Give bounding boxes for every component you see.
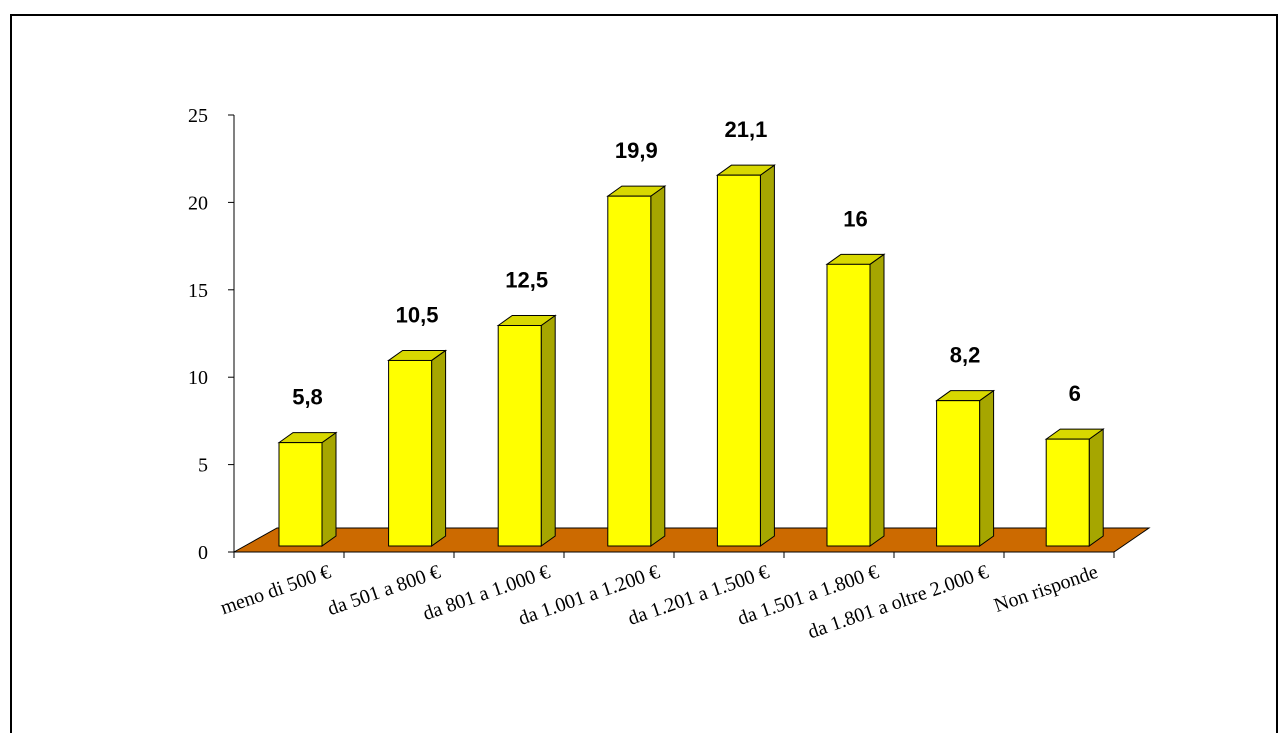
- bar-side: [540, 314, 556, 547]
- bar: [935, 389, 996, 547]
- y-tick-label: 10: [188, 367, 208, 389]
- data-label: 21,1: [724, 117, 767, 142]
- y-tick-label: 15: [188, 280, 208, 302]
- y-axis: 0 5 10 15 20 25: [188, 105, 1115, 564]
- bar-side: [1088, 428, 1104, 547]
- bar: [387, 349, 448, 547]
- category-label: meno di 500 €: [218, 561, 334, 619]
- bar-side: [869, 253, 885, 547]
- y-tick-label: 25: [188, 105, 208, 127]
- y-tick-label: 20: [188, 192, 208, 214]
- category-label: Non risponde: [991, 561, 1101, 617]
- chart-frame: [10, 14, 1278, 733]
- data-label: 6: [1069, 381, 1081, 406]
- value-labels: 5,8 10,5 12,5 19,9 21,1 16 8,2 6: [292, 117, 1081, 409]
- bar-side: [759, 164, 775, 547]
- y-tick-label: 0: [198, 542, 208, 564]
- bar: [1044, 428, 1105, 547]
- bar-front: [936, 400, 981, 547]
- data-label: 8,2: [950, 343, 981, 368]
- bar-side: [321, 431, 337, 547]
- bar-front: [1045, 438, 1090, 547]
- bar-side: [650, 185, 666, 547]
- bar: [277, 431, 338, 547]
- bar-front: [497, 325, 542, 547]
- floor-plane: [232, 527, 1151, 553]
- bar-front: [826, 263, 871, 547]
- data-label: 10,5: [396, 302, 439, 327]
- bar: [496, 314, 557, 547]
- bar-front: [716, 174, 761, 547]
- category-label: da 1.801 a oltre 2.000 €: [805, 561, 991, 643]
- bar: [715, 164, 776, 547]
- data-label: 16: [843, 206, 867, 231]
- bars: [277, 164, 1105, 547]
- chart-floor: [232, 527, 1151, 553]
- data-label: 19,9: [615, 138, 658, 163]
- bar-side: [979, 389, 995, 547]
- bar-front: [607, 195, 652, 547]
- y-tick-label: 5: [198, 455, 208, 477]
- data-label: 12,5: [505, 268, 548, 293]
- bar-front: [388, 359, 433, 547]
- x-axis-labels: meno di 500 €da 501 a 800 €da 801 a 1.00…: [218, 561, 1101, 644]
- data-label: 5,8: [292, 385, 323, 410]
- bar-side: [431, 349, 447, 547]
- bar: [606, 185, 667, 547]
- bar: [825, 253, 886, 547]
- bar-front: [278, 442, 323, 547]
